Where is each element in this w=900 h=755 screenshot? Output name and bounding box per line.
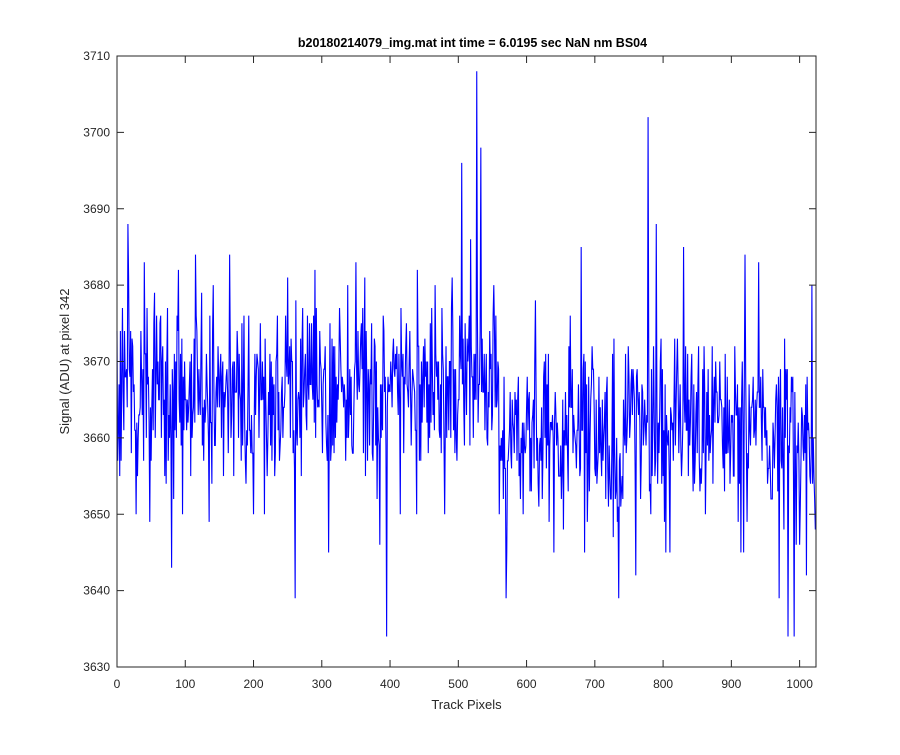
y-tick-label: 3630 [83,660,110,674]
x-tick-label: 200 [244,677,264,691]
x-tick-label: 600 [517,677,537,691]
y-tick-label: 3640 [83,584,110,598]
y-axis: 3630 3640 3650 3660 3670 3680 3690 3700 3710 [83,49,816,674]
x-axis-label: Track Pixels [431,697,502,712]
series-line-signal [116,71,816,637]
chart-title: b20180214079_img.mat int time = 6.0195 s… [298,36,647,50]
series-layer [116,71,816,637]
y-tick-label: 3650 [83,507,110,521]
x-tick-label: 400 [380,677,400,691]
y-tick-label: 3700 [83,125,110,139]
x-tick-label: 700 [585,677,605,691]
x-tick-label: 900 [721,677,741,691]
y-tick-label: 3660 [83,431,110,445]
y-tick-label: 3680 [83,278,110,292]
x-tick-label: 300 [312,677,332,691]
x-tick-label: 500 [448,677,468,691]
x-tick-label: 100 [175,677,195,691]
x-axis: 0 100 200 300 400 500 600 700 800 900 1000 [114,56,813,691]
y-tick-label: 3710 [83,49,110,63]
y-tick-label: 3690 [83,202,110,216]
x-tick-label: 1000 [786,677,813,691]
y-tick-label: 3670 [83,355,110,369]
x-tick-label: 800 [653,677,673,691]
y-axis-label: Signal (ADU) at pixel 342 [57,289,72,435]
x-tick-label: 0 [114,677,121,691]
